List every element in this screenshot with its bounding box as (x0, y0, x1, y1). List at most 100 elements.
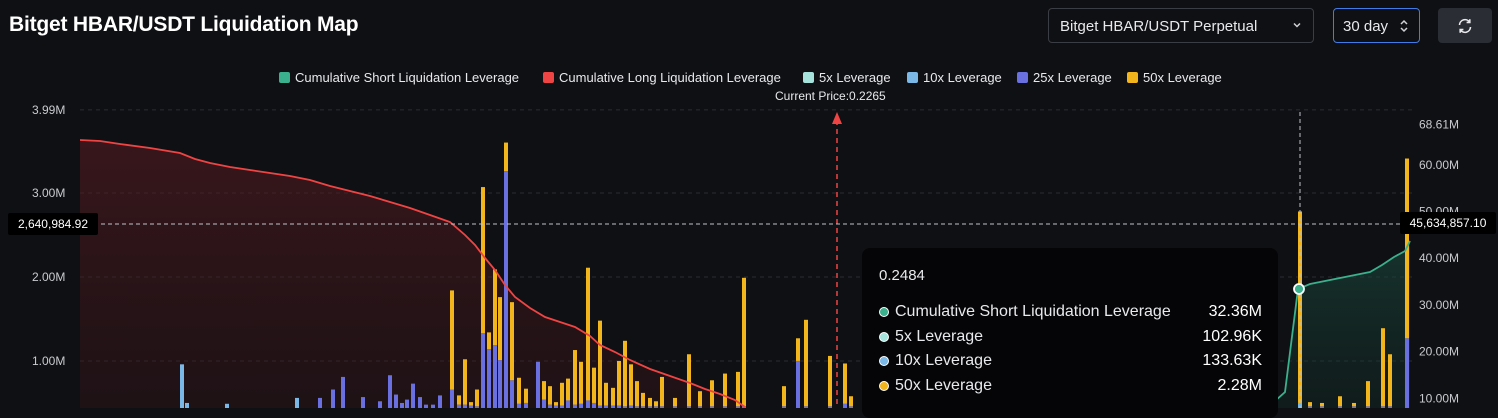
leverage-bar-segment (687, 354, 691, 407)
leverage-bar-segment (723, 373, 727, 407)
leverage-bar-segment (1388, 406, 1392, 408)
leverage-bar-segment (604, 405, 608, 408)
leverage-bar-segment (295, 397, 299, 408)
crosshair-overlay: 2,640,984.92 45,634,857.10 (8, 112, 1496, 408)
right-axis-tick: 30.00M (1419, 298, 1459, 312)
axis-labels: 3.99M3.00M2.00M1.00M68.61M60.00M50.00M40… (32, 103, 1459, 405)
leverage-bar-segment (510, 302, 514, 381)
leverage-bar-segment (586, 400, 590, 408)
leverage-bar-segment (450, 389, 454, 408)
left-axis-tick: 3.99M (32, 103, 65, 117)
leverage-bar-segment (1388, 354, 1392, 407)
right-axis-tick: 68.61M (1419, 118, 1459, 132)
leverage-bar-segment (828, 406, 832, 408)
leverage-bar-segment (400, 402, 404, 408)
leverage-bar-segment (1405, 338, 1409, 408)
tooltip-dot (879, 356, 889, 366)
long-cumulative-area (80, 140, 745, 408)
leverage-bar-segment (654, 406, 658, 408)
leverage-bar-segment (431, 404, 435, 408)
leverage-bar-segment (1381, 406, 1385, 408)
liquidation-chart[interactable]: 3.99M3.00M2.00M1.00M68.61M60.00M50.00M40… (0, 0, 1498, 408)
leverage-bar-segment (698, 406, 702, 408)
right-axis-tick: 60.00M (1419, 158, 1459, 172)
leverage-bar-segment (504, 171, 508, 408)
leverage-bar-segment (536, 361, 540, 408)
leverage-bar-segment (498, 360, 502, 408)
leverage-bar-segment (1298, 211, 1302, 403)
leverage-bar-segment (394, 394, 398, 408)
leverage-bar-segment (493, 269, 497, 345)
leverage-bar-segment (629, 364, 633, 406)
leverage-bar-segment (510, 380, 514, 408)
leverage-bar-segment (341, 376, 345, 408)
leverage-bar-segment (469, 405, 473, 408)
leverage-bar-segment (481, 333, 485, 408)
leverage-bar-segment (548, 386, 552, 405)
leverage-bar-segment (828, 355, 832, 407)
leverage-bar-segment (736, 371, 740, 407)
leverage-bar-segment (517, 377, 521, 404)
refresh-button[interactable] (1438, 8, 1492, 43)
leverage-bar-segment (1381, 328, 1385, 407)
leverage-bar-segment (566, 378, 570, 401)
leverage-bar-segment (648, 406, 652, 408)
page-title: Bitget HBAR/USDT Liquidation Map (9, 13, 359, 36)
hover-marker (1293, 283, 1305, 295)
short-cumulative-line (1264, 240, 1411, 408)
right-axis-tick: 20.00M (1419, 345, 1459, 359)
tooltip-dot (879, 381, 889, 391)
leverage-bar-segment (698, 391, 702, 407)
leverage-bar-segment (498, 297, 502, 361)
leverage-bar-segment (566, 400, 570, 408)
leverage-bar-segment (579, 403, 583, 408)
leverage-bar-segment (475, 389, 479, 407)
leverage-bar-segment (592, 402, 596, 408)
leverage-bar-segment (623, 340, 627, 407)
leverage-bar-segment (225, 403, 229, 408)
leverage-bar-segment (517, 403, 521, 408)
leverage-bar-segment (378, 401, 382, 408)
legend-swatch (803, 72, 814, 83)
leverage-bar-segment (598, 405, 602, 408)
leverage-bar-segment (710, 406, 714, 408)
leverage-bar-segment (463, 404, 467, 408)
pair-select[interactable]: Bitget HBAR/USDT Perpetual (1048, 8, 1314, 43)
leverage-bar-segment (463, 359, 467, 405)
leverage-bar-segment (660, 376, 664, 407)
leverage-bar-segment (475, 406, 479, 408)
leverage-bar-segment (673, 397, 677, 407)
tooltip-row: Cumulative Short Liquidation Leverage 32… (879, 303, 1262, 323)
period-select[interactable]: 30 day (1333, 8, 1420, 43)
leverage-bar-segment (641, 406, 645, 408)
leverage-bar-segment (623, 406, 627, 408)
leverage-bar-segment (617, 405, 621, 408)
right-axis-tick: 40.00M (1419, 251, 1459, 265)
leverage-bar-segment (796, 360, 800, 408)
leverage-bar-segment (554, 402, 558, 406)
left-axis-tick: 1.00M (32, 354, 65, 368)
leverage-bar-segment (723, 406, 727, 408)
leverage-bar-segment (611, 405, 615, 408)
tooltip-price: 0.2484 (879, 267, 925, 284)
leverage-bar-segment (1320, 402, 1324, 407)
leverage-bar-segment (843, 363, 847, 404)
leverage-bar-segment (487, 349, 491, 408)
leverage-bar-segment (180, 364, 184, 408)
legend-swatch (543, 72, 554, 83)
cumulative-lines (79, 139, 1411, 408)
left-axis-tick: 3.00M (32, 186, 65, 200)
leverage-bar-segment (635, 381, 639, 407)
leverage-bar-segment (849, 406, 853, 408)
leverage-bar-segment (1308, 402, 1312, 407)
tooltip-dot (879, 307, 889, 317)
leverage-bar-segment (673, 406, 677, 408)
chart-legend: Cumulative Short Liquidation Leverage Cu… (0, 69, 1498, 87)
leverage-bar-segment (782, 406, 786, 408)
leverage-bar-segment (617, 360, 621, 406)
leverage-bar-segment (843, 403, 847, 408)
leverage-bar-segment (654, 401, 658, 407)
leverage-bar-segment (424, 404, 428, 408)
leverage-bar-segment (579, 361, 583, 404)
leverage-bar-segment (598, 320, 602, 406)
